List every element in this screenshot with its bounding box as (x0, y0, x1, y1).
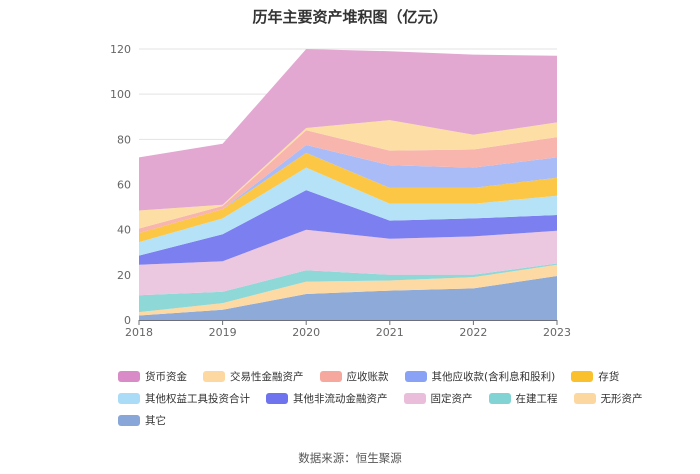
area-series-3 (139, 229, 557, 296)
legend-item[interactable]: 在建工程 (488, 392, 558, 405)
chart-title: 历年主要资产堆积图（亿元） (252, 8, 448, 26)
legend-swatch (571, 371, 594, 382)
legend-label: 固定资产 (430, 393, 473, 405)
legend-swatch (118, 393, 140, 404)
axes: 0 20 40 60 80 100 120 2018 2019 2020 2021 2022 2023 (110, 43, 571, 339)
legend-swatch (203, 371, 225, 382)
legend-swatch (488, 393, 511, 404)
area-series-8 (139, 130, 557, 234)
area-series-1 (139, 264, 557, 316)
legend-swatch (118, 371, 140, 382)
legend-label: 交易性金融资产 (230, 371, 304, 383)
y-tick-label: 120 (110, 43, 131, 56)
y-tick-label: 40 (117, 224, 131, 237)
legend-label: 存货 (598, 371, 620, 383)
y-tick-label: 0 (124, 314, 131, 327)
y-tick-label: 100 (110, 88, 131, 101)
x-tick-label: 2021 (376, 326, 404, 339)
legend-item[interactable]: 其他非流动金融资产 (266, 392, 388, 405)
legend-label: 货币资金 (145, 371, 187, 383)
legend-label: 其他权益工具投资合计 (145, 393, 250, 405)
x-tick-label: 2020 (292, 326, 320, 339)
legend-item[interactable]: 无形资产 (573, 392, 643, 405)
legend-swatch (118, 415, 140, 426)
legend-item[interactable]: 货币资金 (118, 370, 187, 383)
y-tick-label: 80 (117, 133, 131, 146)
chart-legend: 货币资金 交易性金融资产 应收账款 其他应收款(含利息和股利) 存货其他权益工具投资合计… (118, 370, 678, 427)
y-tick-label: 20 (117, 269, 131, 282)
area-series-0 (139, 276, 557, 320)
legend-label: 其他非流动金融资产 (293, 393, 388, 405)
legend-swatch (319, 371, 342, 382)
area-series-5 (139, 167, 557, 256)
legend-label: 在建工程 (515, 393, 558, 405)
legend-label: 无形资产 (600, 393, 643, 405)
data-source-note: 数据来源：恒生聚源 (298, 451, 402, 465)
legend-swatch (404, 371, 427, 382)
legend-label: 应收账款 (346, 371, 389, 383)
x-tick-label: 2019 (209, 326, 237, 339)
legend-swatch (403, 393, 426, 404)
area-series (139, 49, 557, 320)
legend-item[interactable]: 固定资产 (403, 392, 473, 405)
legend-swatch (266, 393, 288, 404)
area-series-7 (139, 145, 557, 234)
legend-item[interactable]: 应收账款 (319, 370, 389, 383)
area-series-2 (139, 263, 557, 313)
x-tick-label: 2022 (459, 326, 487, 339)
legend-item[interactable]: 存货 (571, 370, 619, 383)
area-series-10 (139, 49, 557, 211)
y-tick-label: 60 (117, 179, 131, 192)
area-series-6 (139, 152, 557, 243)
legend-label: 其他应收款(含利息和股利) (431, 371, 556, 383)
x-tick-label: 2018 (125, 326, 153, 339)
legend-swatch (573, 393, 596, 404)
legend-item[interactable]: 交易性金融资产 (203, 370, 304, 383)
legend-item[interactable]: 其他应收款(含利息和股利) (404, 370, 556, 383)
x-tick-label: 2023 (543, 326, 571, 339)
legend-item[interactable]: 其他权益工具投资合计 (118, 392, 250, 405)
legend-item[interactable]: 其它 (118, 414, 166, 427)
legend-label: 其它 (145, 415, 166, 427)
area-series-9 (139, 120, 557, 229)
area-series-4 (139, 190, 557, 265)
